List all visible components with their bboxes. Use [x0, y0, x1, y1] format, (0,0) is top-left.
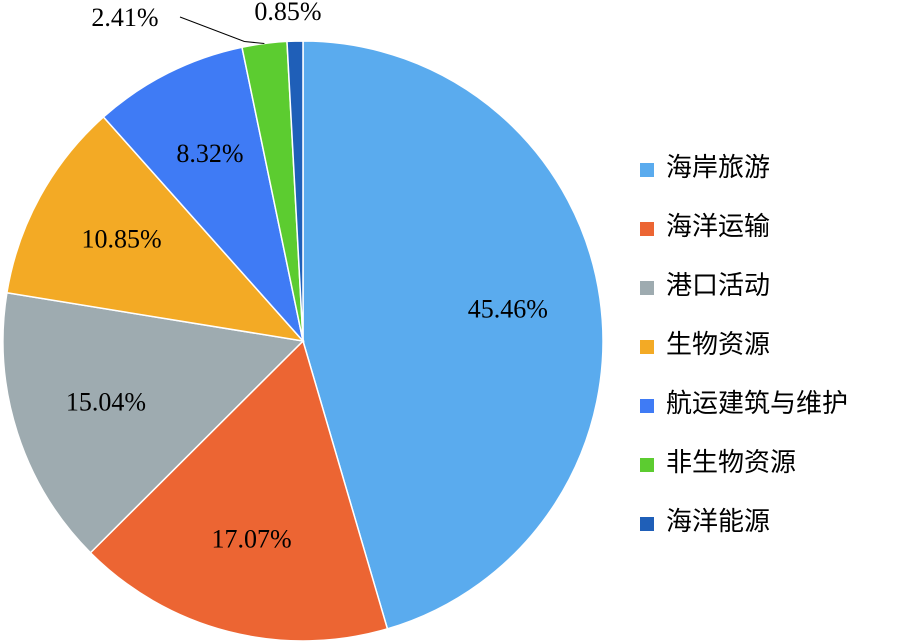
legend-label: 海洋运输 — [666, 212, 770, 241]
pie-slice — [2, 291, 305, 554]
pie-slice — [102, 46, 305, 344]
legend-label: 港口活动 — [666, 271, 770, 300]
legend-label: 海岸旅游 — [666, 153, 770, 182]
legend-label: 海洋能源 — [666, 507, 770, 536]
data-label: 10.85% — [81, 224, 161, 253]
legend-swatch — [640, 399, 654, 413]
data-label: 0.85% — [254, 0, 321, 26]
legend-swatch — [640, 340, 654, 354]
legend-swatch — [640, 163, 654, 177]
leader-line — [179, 16, 265, 44]
data-label: 15.04% — [66, 387, 146, 416]
pie-slice — [302, 40, 604, 630]
pie-slice — [6, 115, 305, 343]
legend-swatch — [640, 458, 654, 472]
legend-label: 航运建筑与维护 — [666, 389, 848, 418]
legend-label: 非生物资源 — [666, 448, 796, 477]
data-label: 45.46% — [468, 295, 548, 324]
legend-swatch — [640, 281, 654, 295]
pie-slice — [89, 339, 389, 642]
legend-swatch — [640, 222, 654, 236]
data-label: 17.07% — [211, 524, 291, 553]
data-label: 2.41% — [91, 3, 158, 32]
legend-swatch — [640, 517, 654, 531]
pie-slice — [286, 40, 304, 342]
legend-label: 生物资源 — [666, 330, 770, 359]
data-label: 8.32% — [176, 139, 243, 168]
